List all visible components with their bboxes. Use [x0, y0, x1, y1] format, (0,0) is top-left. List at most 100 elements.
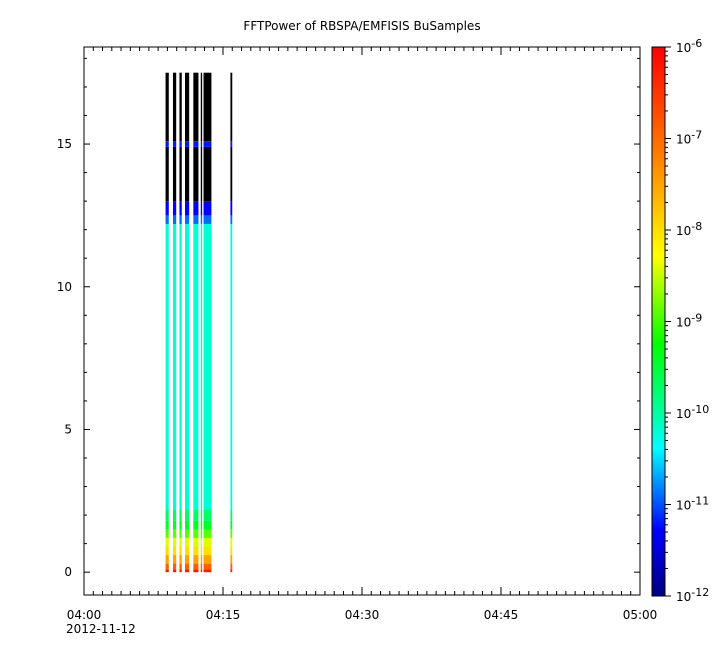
colorbar-tick-label: 10-9	[676, 312, 702, 330]
spectrum-cell	[200, 72, 203, 142]
spectrum-cell	[230, 537, 233, 547]
spectrum-cell	[185, 215, 190, 224]
spectrum-cell	[193, 537, 199, 547]
spectrum-cell	[165, 546, 169, 556]
spectrum-cell	[172, 223, 177, 510]
spectrum-cell	[230, 201, 233, 216]
data-column	[172, 72, 177, 573]
spectrum-cell	[200, 215, 203, 224]
spectrum-cell	[179, 537, 182, 547]
spectrum-cell	[200, 146, 203, 202]
spectrum-cell	[203, 201, 212, 216]
spectrum-cell	[179, 141, 182, 147]
spectrum-cell	[172, 537, 177, 547]
spectrum-cell	[179, 72, 182, 142]
spectrum-cell	[200, 201, 203, 216]
y-tick-label: 5	[64, 422, 72, 436]
spectrum-cell	[193, 201, 199, 216]
x-axis-date-label: 2012-11-12	[66, 622, 136, 636]
spectrum-cell	[230, 569, 233, 573]
x-tick-label: 04:00	[67, 608, 102, 622]
chart-title: FFTPower of RBSPA/EMFISIS BuSamples	[243, 19, 480, 33]
spectrum-cell	[230, 529, 233, 538]
y-axis: 0 5 10 15	[57, 57, 640, 579]
colorbar	[651, 46, 666, 597]
spectrum-cell	[230, 546, 233, 556]
spectrum-cell	[172, 563, 177, 570]
x-axis: 04:00 04:15 04:30 04:45 05:00	[67, 47, 657, 622]
x-tick-label: 04:15	[206, 608, 241, 622]
spectrum-cell	[165, 201, 169, 216]
y-tick-label: 0	[64, 565, 72, 579]
spectrum-cell	[165, 569, 169, 573]
spectrum-cell	[193, 141, 199, 147]
spectrum-cell	[172, 529, 177, 538]
spectrum-cell	[185, 537, 190, 547]
spectrum-cell	[179, 223, 182, 510]
spectrum-cell	[193, 520, 199, 530]
data-column	[200, 72, 203, 573]
spectrum-cell	[185, 569, 190, 573]
spectrum-cell	[200, 537, 203, 547]
spectrum-cell	[193, 529, 199, 538]
data-column	[179, 72, 182, 573]
spectrum-cell	[230, 215, 233, 224]
spectrum-cell	[179, 215, 182, 224]
spectrum-cell	[179, 555, 182, 564]
spectrum-cell	[185, 563, 190, 570]
spectrum-cell	[193, 72, 199, 142]
spectrum-cell	[165, 555, 169, 564]
spectrum-cell	[203, 223, 212, 510]
spectrum-cell	[185, 141, 190, 147]
spectrum-cell	[185, 72, 190, 142]
spectrum-cell	[230, 509, 233, 521]
data-column	[230, 72, 233, 573]
spectrum-cell	[193, 546, 199, 556]
spectrum-cell	[172, 72, 177, 142]
spectrum-cell	[230, 520, 233, 530]
colorbar-tick-label: 10-6	[676, 37, 702, 55]
spectrum-cell	[203, 546, 212, 556]
colorbar-tick-label: 10-10	[676, 403, 709, 421]
spectrum-cell	[165, 141, 169, 147]
spectrum-cell	[179, 520, 182, 530]
colorbar-tick-label: 10-11	[676, 495, 709, 513]
spectrum-cell	[200, 223, 203, 510]
spectrum-cell	[165, 215, 169, 224]
spectrum-cell	[203, 563, 212, 570]
colorbar-tick-label: 10-8	[676, 220, 702, 238]
y-tick-label: 10	[57, 280, 72, 294]
spectrum-cell	[179, 509, 182, 521]
spectrum-cell	[185, 223, 190, 510]
spectrum-cell	[179, 529, 182, 538]
spectrum-cell	[172, 141, 177, 147]
spectrum-cell	[165, 529, 169, 538]
spectrum-cell	[172, 215, 177, 224]
spectrum-cell	[165, 509, 169, 521]
data-column	[193, 72, 199, 573]
spectrum-cell	[203, 215, 212, 224]
spectrum-cell	[230, 563, 233, 570]
data-column	[203, 72, 212, 573]
spectrogram-data	[165, 72, 233, 573]
colorbar-axis: 10-6 10-7 10-8 10-9 10-10 10-11 10-12	[665, 37, 709, 604]
colorbar-tick-label: 10-7	[676, 129, 702, 147]
spectrum-cell	[203, 141, 212, 147]
spectrum-cell	[172, 520, 177, 530]
spectrum-cell	[185, 555, 190, 564]
y-tick-label: 15	[57, 137, 72, 151]
spectrum-cell	[172, 201, 177, 216]
spectrum-cell	[185, 529, 190, 538]
spectrum-cell	[179, 201, 182, 216]
x-tick-label: 04:30	[345, 608, 380, 622]
spectrum-cell	[200, 529, 203, 538]
spectrum-cell	[172, 509, 177, 521]
spectrum-cell	[179, 146, 182, 202]
data-column	[185, 72, 190, 573]
spectrum-cell	[172, 146, 177, 202]
spectrum-cell	[193, 223, 199, 510]
spectrum-cell	[172, 555, 177, 564]
spectrum-cell	[200, 509, 203, 521]
spectrum-cell	[165, 72, 169, 142]
